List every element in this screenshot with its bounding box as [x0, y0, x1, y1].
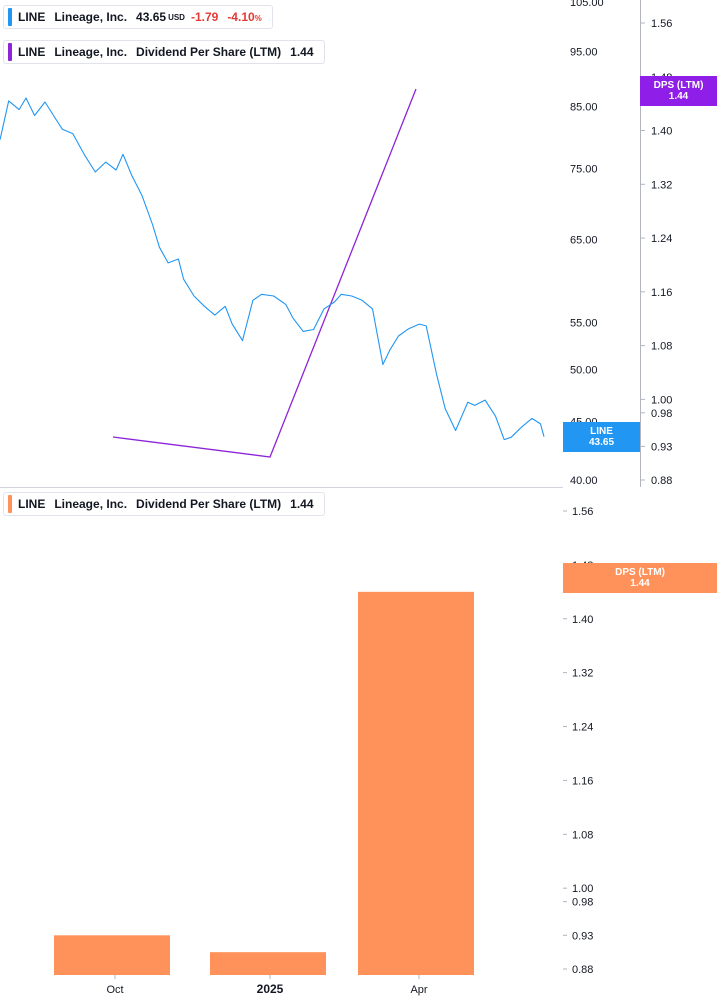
dps-legend-bottom-name: Lineage, Inc.	[54, 497, 128, 511]
dps-legend-bottom: LINE Lineage, Inc. Dividend Per Share (L…	[3, 492, 325, 516]
price-tick-label: 40.00	[570, 475, 598, 487]
time-tick-label: Oct	[106, 984, 123, 996]
price-line	[0, 97, 545, 441]
price-legend-price: 43.65	[136, 10, 167, 24]
price-legend-symbol[interactable]: LINE	[18, 10, 46, 24]
price-legend: LINE Lineage, Inc. 43.65 USD -1.79 -4.10…	[3, 5, 273, 29]
dps-bar	[54, 935, 170, 975]
price-legend-name: Lineage, Inc.	[54, 10, 128, 24]
price-tick-label: 55.00	[570, 317, 598, 329]
dps-bottom-tick-label: 0.98	[572, 897, 593, 909]
price-tick-label: 85.00	[570, 102, 598, 114]
line-price-tag: LINE 43.65	[563, 422, 640, 452]
dps-top-tick-label: 1.24	[651, 233, 672, 245]
dps-bottom-tick-label: 1.00	[572, 883, 593, 895]
dps-top-tag-label: DPS (LTM)	[653, 80, 704, 91]
dps-bottom-tick-label: 1.24	[572, 722, 593, 734]
dps-bottom-tick-label: 1.40	[572, 614, 593, 626]
dps-bottom-tick-label: 1.32	[572, 668, 593, 680]
price-axis: 105.0095.0085.0075.0065.0055.0050.0045.0…	[570, 0, 604, 487]
dps-legend-top-name: Lineage, Inc.	[54, 45, 128, 59]
dps-legend-top: LINE Lineage, Inc. Dividend Per Share (L…	[3, 40, 325, 64]
dps-top-tick-label: 1.16	[651, 287, 672, 299]
dps-top-tag-value: 1.44	[668, 91, 689, 102]
dps-top-tick-label: 0.88	[651, 475, 672, 487]
dps-bottom-tick-label: 1.56	[572, 506, 593, 518]
price-legend-change-pct: -4.10%	[227, 10, 262, 24]
dps-bars	[54, 591, 474, 975]
time-tick-label: 2025	[257, 982, 284, 996]
dps-bottom-tag: DPS (LTM) 1.44	[563, 563, 717, 593]
dps-legend-bottom-symbol[interactable]: LINE	[18, 497, 46, 511]
price-tick-label: 65.00	[570, 235, 598, 247]
dps-legend-bottom-swatch	[8, 495, 12, 513]
price-legend-change: -1.79	[190, 10, 219, 24]
dps-bottom-tag-label: DPS (LTM)	[615, 567, 665, 578]
dps-legend-top-symbol[interactable]: LINE	[18, 45, 46, 59]
dps-top-tag: DPS (LTM) 1.44	[640, 76, 717, 106]
dps-bottom-tick-label: 1.16	[572, 775, 593, 787]
dps-bottom-tick-label: 1.08	[572, 829, 593, 841]
dps-line	[112, 88, 417, 458]
dps-top-tick-label: 1.00	[651, 394, 672, 406]
line-price-tag-value: 43.65	[588, 437, 615, 448]
price-tick-label: 50.00	[570, 364, 598, 376]
dps-legend-bottom-value: 1.44	[290, 497, 314, 511]
dps-line-series	[112, 88, 417, 458]
dps-bottom-tick-label: 0.93	[572, 930, 593, 942]
price-line-series	[0, 97, 545, 441]
dps-bottom-tick-label: 0.88	[572, 964, 593, 976]
dps-legend-top-swatch	[8, 43, 12, 61]
dps-bottom-tag-value: 1.44	[630, 578, 650, 589]
dps-top-tick-label: 0.93	[651, 441, 672, 453]
price-tick-label: 75.00	[570, 164, 598, 176]
time-axis: Oct 2025 Apr	[106, 975, 428, 996]
dps-top-tick-label: 1.32	[651, 179, 672, 191]
dps-bar	[210, 952, 326, 975]
price-tick-label: 95.00	[570, 47, 598, 59]
dps-top-tick-label: 1.08	[651, 341, 672, 353]
price-legend-swatch	[8, 8, 12, 26]
price-legend-currency: USD	[168, 12, 185, 22]
dps-bar	[358, 591, 474, 975]
dps-top-tick-label: 0.98	[651, 408, 672, 420]
time-tick-label: Apr	[410, 984, 427, 996]
dps-legend-bottom-metric: Dividend Per Share (LTM)	[136, 497, 282, 511]
dps-top-tick-label: 1.56	[651, 18, 672, 30]
dps-legend-top-metric: Dividend Per Share (LTM)	[136, 45, 282, 59]
line-price-tag-symbol: LINE	[590, 426, 613, 437]
dps-legend-top-value: 1.44	[290, 45, 314, 59]
price-tick-label: 105.00	[570, 0, 604, 9]
dps-top-tick-label: 1.40	[651, 126, 672, 138]
dps-axis-top: 1.561.481.401.321.241.161.081.000.980.93…	[640, 18, 672, 487]
dps-axis-bottom: 1.561.481.401.321.241.161.081.000.980.93…	[563, 506, 593, 976]
